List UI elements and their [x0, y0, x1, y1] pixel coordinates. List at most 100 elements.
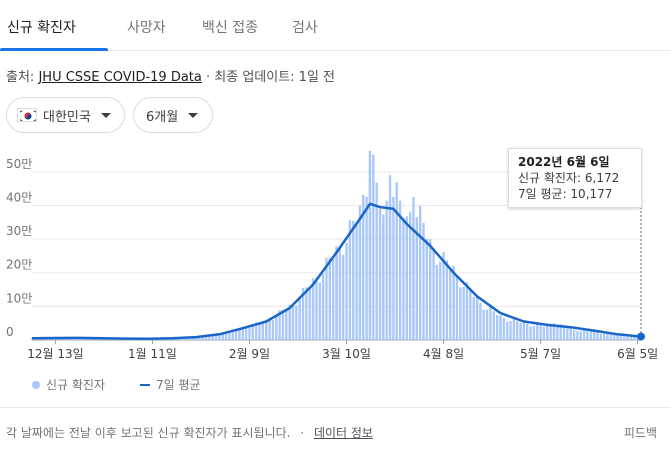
y-tick-label: 30만 — [6, 224, 32, 238]
bar — [198, 336, 201, 340]
period-dropdown[interactable]: 6개월 — [133, 97, 213, 133]
bar — [552, 323, 556, 340]
chart-bars — [30, 150, 643, 340]
bar — [248, 327, 251, 340]
bar — [265, 320, 268, 340]
bar — [502, 317, 505, 340]
bar — [539, 325, 542, 340]
bar — [345, 242, 348, 340]
bar — [234, 329, 238, 340]
bar — [529, 326, 532, 340]
bar — [224, 333, 228, 340]
bar — [388, 175, 392, 340]
bar — [372, 154, 375, 340]
bar — [378, 208, 382, 340]
korea-flag-icon — [17, 108, 37, 122]
bar — [308, 286, 311, 340]
bar — [301, 288, 305, 340]
cases-chart[interactable]: 0 10만 20만 30만 40만 50만 12월 13일 1월 11일 2월 9일 3월 10… — [0, 140, 671, 370]
bar — [241, 327, 244, 340]
bar — [325, 257, 328, 340]
chevron-down-icon — [188, 112, 199, 118]
bar — [532, 325, 536, 340]
bar — [455, 275, 459, 340]
bar — [288, 306, 291, 340]
tooltip-new-cases: 신규 확진자: 6,172 — [518, 171, 620, 185]
region-label: 대한민국 — [43, 109, 91, 125]
bar — [368, 150, 372, 340]
bar — [452, 269, 455, 340]
bar — [342, 254, 345, 340]
bar — [479, 302, 482, 340]
bar — [546, 326, 549, 340]
bar — [328, 257, 331, 340]
data-info-link[interactable]: 데이터 정보 — [313, 426, 373, 440]
footer-note-text: 각 날짜에는 전날 이후 보고된 신규 확진자가 표시됩니다. — [6, 426, 291, 440]
bar — [472, 297, 475, 340]
bar — [495, 315, 499, 340]
bar — [418, 205, 422, 340]
bar — [589, 331, 592, 340]
selected-marker — [637, 155, 645, 341]
region-dropdown[interactable]: 대한민국 — [6, 97, 125, 133]
bar — [505, 321, 509, 340]
bar — [214, 334, 218, 340]
bar — [586, 330, 589, 340]
bar — [582, 329, 586, 340]
source-link[interactable]: JHU CSSE COVID-19 Data — [38, 70, 202, 85]
bar — [636, 337, 639, 340]
bar — [408, 212, 412, 340]
bar — [445, 260, 449, 340]
bar — [623, 336, 626, 340]
y-tick-label: 20만 — [6, 258, 32, 272]
bar — [462, 286, 465, 340]
average-line — [31, 202, 642, 340]
chart-tooltip: 2022년 6월 6일 신규 확진자: 6,172 7일 평균: 10,177 — [508, 148, 642, 208]
bar — [275, 316, 278, 340]
bar — [251, 325, 255, 340]
bar — [566, 328, 569, 340]
x-tick-label: 3월 10일 — [322, 347, 371, 361]
bar — [362, 194, 365, 340]
x-tick-label: 2월 9일 — [229, 347, 270, 361]
bar — [405, 222, 408, 340]
y-tick-label: 10만 — [6, 291, 32, 305]
bar — [422, 223, 425, 340]
bar — [358, 212, 362, 340]
tab-testing[interactable]: 검사 — [292, 20, 318, 36]
bar — [191, 337, 194, 340]
bar — [569, 328, 572, 340]
y-tick-label: 0 — [6, 325, 14, 339]
x-tick-label: 6월 5일 — [617, 347, 658, 361]
tab-new-cases[interactable]: 신규 확진자 — [7, 20, 76, 36]
bar — [228, 331, 231, 340]
bar — [596, 332, 599, 340]
bar — [526, 323, 529, 340]
bar — [559, 324, 562, 340]
bar — [218, 333, 221, 340]
legend-line: 7일 평균 — [140, 376, 201, 393]
bar — [432, 249, 435, 340]
bar — [271, 320, 275, 340]
bar — [402, 217, 405, 340]
bar — [255, 322, 258, 340]
bar — [285, 309, 288, 340]
bar — [204, 336, 208, 340]
bar — [499, 316, 502, 340]
x-axis-ticks: 12월 13일 1월 11일 2월 9일 3월 10일 4월 8일 5월 7일 6월 5일 — [27, 340, 658, 361]
bar — [395, 182, 398, 340]
x-tick-label: 5월 7일 — [520, 347, 561, 361]
bar — [542, 326, 546, 340]
y-axis-ticks: 0 10만 20만 30만 40만 50만 — [6, 157, 32, 339]
tab-vaccination[interactable]: 백신 접종 — [202, 20, 258, 36]
bar — [475, 299, 479, 340]
bar — [459, 287, 462, 340]
bar — [385, 200, 388, 340]
bar — [482, 309, 485, 340]
bar — [392, 197, 395, 340]
tab-deaths[interactable]: 사망자 — [127, 20, 166, 36]
feedback-link[interactable]: 피드백 — [623, 426, 657, 440]
bar — [352, 220, 355, 340]
bar — [592, 331, 596, 340]
chart-line — [31, 202, 642, 340]
